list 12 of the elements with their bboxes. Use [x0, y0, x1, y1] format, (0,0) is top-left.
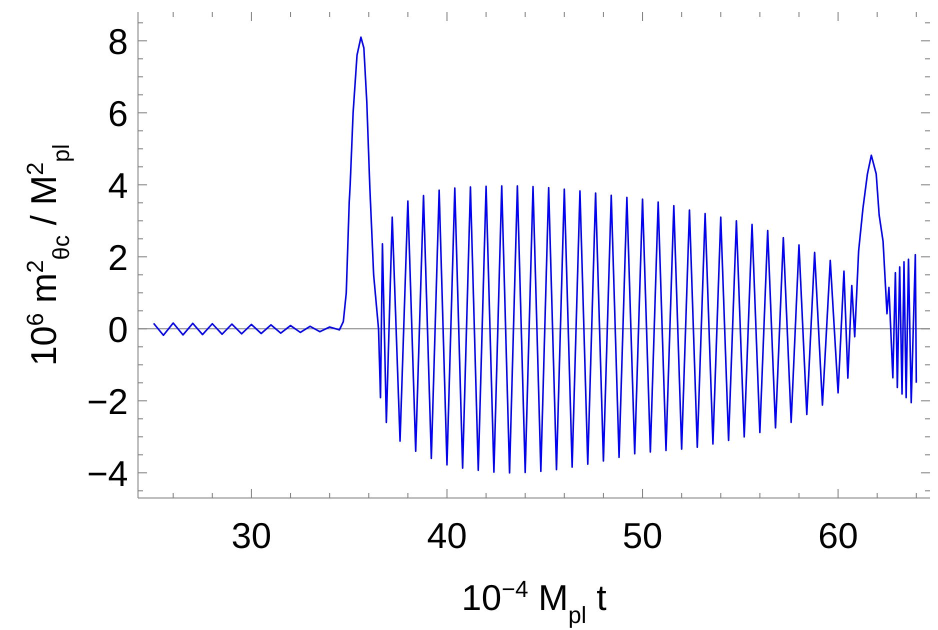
x-tick-label: 50	[622, 515, 663, 556]
x-tick-label: 30	[231, 515, 272, 556]
y-tick-label: 4	[108, 164, 128, 206]
y-tick-label: −4	[86, 452, 128, 494]
y-tick-label: −2	[86, 380, 128, 422]
y-tick-label: 6	[108, 92, 128, 134]
x-tick-label: 40	[426, 515, 467, 556]
y-tick-label: 2	[108, 236, 128, 278]
x-axis-title: 10$^{−4}$ M$_{pl}$ t	[462, 576, 606, 628]
y-tick-label: 8	[108, 20, 128, 62]
y-tick-label: 0	[108, 308, 128, 350]
x-tick-label: 60	[818, 515, 858, 556]
